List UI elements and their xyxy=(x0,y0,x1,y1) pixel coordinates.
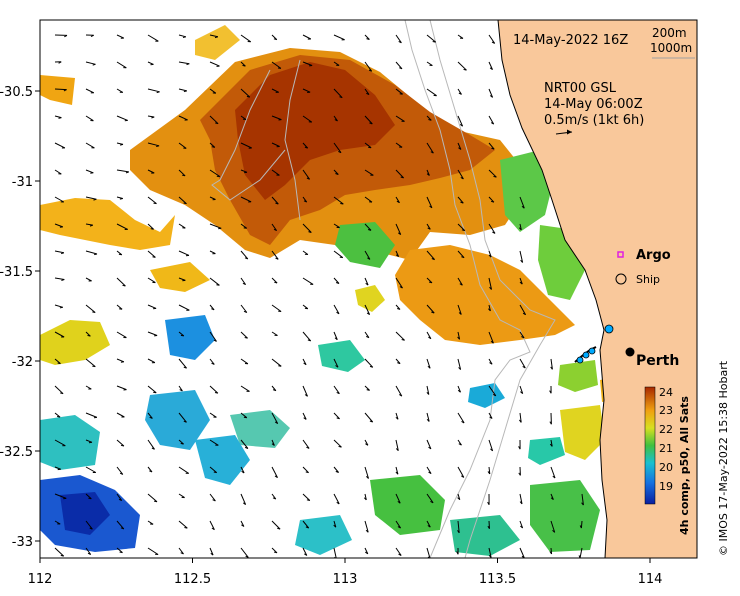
current-vector-head xyxy=(305,308,308,309)
y-tick-label: -32 xyxy=(12,355,33,370)
x-tick-label: 113 xyxy=(333,572,358,587)
current-vector-head xyxy=(181,443,184,444)
x-tick-label: 112.5 xyxy=(174,572,211,587)
current-vector-head xyxy=(216,285,219,286)
argo-legend-label: Argo xyxy=(636,248,671,263)
current-vector-head xyxy=(215,393,218,394)
current-vector-head xyxy=(340,204,343,205)
current-vector-head xyxy=(184,203,187,204)
current-vector-head xyxy=(154,501,157,502)
current-vector-head xyxy=(119,254,122,255)
current-vector-head xyxy=(88,498,91,499)
ship-position-marker xyxy=(605,325,613,333)
y-axis: -30.5 -31 -31.5 -32 -32.5 -33 xyxy=(0,85,40,550)
credit-label: © IMOS 17-May-2022 15:38 Hobart xyxy=(717,360,730,556)
current-vector-head xyxy=(182,175,185,176)
perth-marker xyxy=(626,348,635,357)
current-vector-head xyxy=(245,338,248,339)
x-tick-label: 112 xyxy=(28,572,53,587)
colorbar-tick: 19 xyxy=(659,480,673,493)
current-vector-head xyxy=(433,42,436,43)
current-vector-head xyxy=(278,366,281,367)
current-source-label: NRT00 GSL xyxy=(544,81,617,96)
current-vector-head xyxy=(57,417,60,418)
current-vector xyxy=(55,89,67,90)
current-vector-head xyxy=(247,96,250,97)
current-vector-head xyxy=(307,500,310,501)
current-vector-head xyxy=(60,307,63,308)
colorbar-tick: 20 xyxy=(659,461,673,474)
y-tick-label: -32.5 xyxy=(0,445,33,460)
current-vector-head xyxy=(156,146,159,147)
current-vector-head xyxy=(368,147,371,148)
current-vector-head xyxy=(58,363,61,364)
current-vector-head xyxy=(92,366,95,367)
current-vector-head xyxy=(92,312,95,313)
date-label: 14-May-2022 16Z xyxy=(513,33,628,48)
y-tick-label: -31 xyxy=(12,175,33,190)
current-vector xyxy=(581,521,582,528)
current-vector-head xyxy=(184,528,187,529)
current-vector-head xyxy=(120,552,123,553)
current-time-label: 14-May 06:00Z xyxy=(544,97,643,112)
current-vector-head xyxy=(181,335,184,336)
current-vector-head xyxy=(120,199,123,200)
contour-label-200m: 200m xyxy=(652,26,687,40)
colorbar-title: 4h comp, p50, All Sats xyxy=(678,396,691,535)
current-vector-head xyxy=(244,417,247,418)
current-vector-head xyxy=(119,309,122,310)
x-tick-label: 113.5 xyxy=(479,572,516,587)
current-vector-head xyxy=(61,555,64,556)
current-vector-head xyxy=(151,229,154,230)
current-vector-head xyxy=(153,257,156,258)
current-vector-head xyxy=(400,94,403,95)
current-scale-label: 0.5m/s (1kt 6h) xyxy=(544,113,644,128)
current-vector-head xyxy=(154,203,157,204)
current-vector-head xyxy=(121,445,124,446)
y-tick-label: -33 xyxy=(12,535,33,550)
current-vector-head xyxy=(183,37,186,38)
current-vector-head xyxy=(153,392,156,393)
colorbar-tick: 21 xyxy=(659,442,673,455)
y-tick-label: -30.5 xyxy=(0,85,33,100)
colorbar-tick: 23 xyxy=(659,404,673,417)
y-tick-label: -31.5 xyxy=(0,265,33,280)
current-vector-head xyxy=(123,285,126,286)
x-tick-label: 114 xyxy=(638,572,663,587)
ship-legend-label: Ship xyxy=(636,273,660,286)
current-vector-head xyxy=(214,472,217,473)
colorbar xyxy=(645,387,655,504)
contour-label-1000m: 1000m xyxy=(650,41,692,55)
current-vector-head xyxy=(212,147,215,148)
perth-label: Perth xyxy=(636,353,679,369)
colorbar-tick: 22 xyxy=(659,423,673,436)
current-vector-head xyxy=(94,254,97,255)
current-vector-head xyxy=(243,65,246,66)
colorbar-tick: 24 xyxy=(659,386,673,399)
current-vector-head xyxy=(340,257,343,258)
